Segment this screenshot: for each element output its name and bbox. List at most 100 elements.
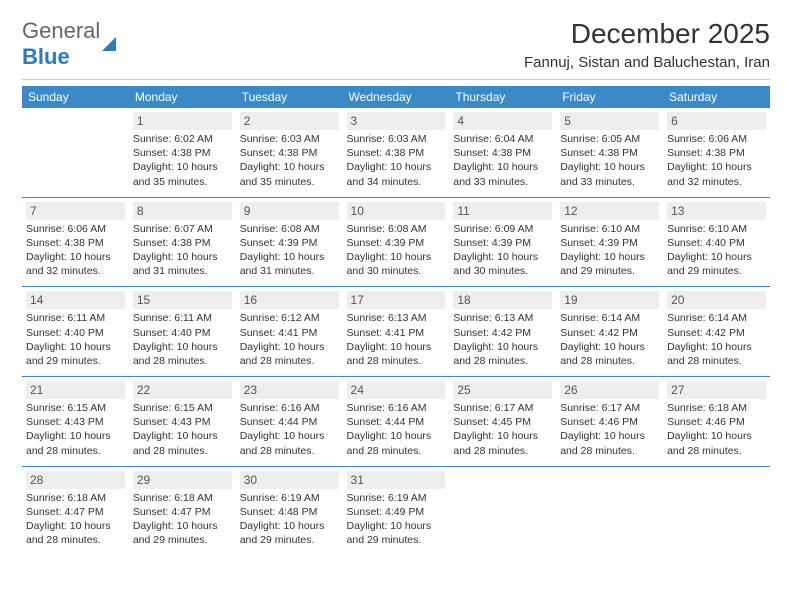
calendar-row: 28 Sunrise: 6:18 AMSunset: 4:47 PMDayligh…	[22, 466, 770, 555]
day-info: Sunrise: 6:11 AMSunset: 4:40 PMDaylight:…	[26, 311, 125, 368]
calendar-cell: 19Sunrise: 6:14 AMSunset: 4:42 PMDayligh…	[556, 287, 663, 377]
calendar-cell: 2 Sunrise: 6:03 AMSunset: 4:38 PMDaylight…	[236, 108, 343, 197]
calendar-table: SundayMondayTuesdayWednesdayThursdayFrid…	[22, 86, 770, 555]
logo-text-general: General	[22, 18, 100, 43]
day-number: 11	[453, 202, 552, 220]
logo: General Blue	[22, 18, 116, 70]
day-number: 29	[133, 471, 232, 489]
day-info: Sunrise: 6:19 AMSunset: 4:49 PMDaylight:…	[347, 491, 446, 548]
day-number: 14	[26, 291, 125, 309]
day-info: Sunrise: 6:04 AMSunset: 4:38 PMDaylight:…	[453, 132, 552, 189]
calendar-cell: 24 Sunrise: 6:16 AMSunset: 4:44 PMDayligh…	[343, 377, 450, 467]
calendar-cell: 3Sunrise: 6:03 AMSunset: 4:38 PMDaylight…	[343, 108, 450, 197]
header-divider	[22, 79, 770, 80]
day-number: 31	[347, 471, 446, 489]
day-info: Sunrise: 6:08 AMSunset: 4:39 PMDaylight:…	[240, 222, 339, 279]
day-info: Sunrise: 6:05 AMSunset: 4:38 PMDaylight:…	[560, 132, 659, 189]
day-info: Sunrise: 6:07 AMSunset: 4:38 PMDaylight:…	[133, 222, 232, 279]
day-number: 7	[26, 202, 125, 220]
calendar-cell: 30 Sunrise: 6:19 AMSunset: 4:48 PMDayligh…	[236, 466, 343, 555]
calendar-cell: 10Sunrise: 6:08 AMSunset: 4:39 PMDayligh…	[343, 197, 450, 287]
weekday-header: Friday	[556, 86, 663, 108]
day-info: Sunrise: 6:06 AMSunset: 4:38 PMDaylight:…	[667, 132, 766, 189]
calendar-cell: 26Sunrise: 6:17 AMSunset: 4:46 PMDayligh…	[556, 377, 663, 467]
calendar-cell: .	[663, 466, 770, 555]
day-info: Sunrise: 6:16 AMSunset: 4:44 PMDaylight:…	[347, 401, 446, 458]
day-number: 2	[240, 112, 339, 130]
day-info: Sunrise: 6:18 AMSunset: 4:47 PMDaylight:…	[133, 491, 232, 548]
calendar-cell: 28Sunrise: 6:18 AMSunset: 4:47 PMDayligh…	[22, 466, 129, 555]
day-info: Sunrise: 6:06 AMSunset: 4:38 PMDaylight:…	[26, 222, 125, 279]
calendar-cell: .	[449, 466, 556, 555]
day-number: 23	[240, 381, 339, 399]
day-number: 17	[347, 291, 446, 309]
day-info: Sunrise: 6:10 AMSunset: 4:40 PMDaylight:…	[667, 222, 766, 279]
calendar-cell: 22Sunrise: 6:15 AMSunset: 4:43 PMDayligh…	[129, 377, 236, 467]
page-header: General Blue December 2025 Fannuj, Sista…	[22, 18, 770, 71]
calendar-cell: 7 Sunrise: 6:06 AMSunset: 4:38 PMDaylight…	[22, 197, 129, 287]
calendar-cell: .	[22, 108, 129, 197]
day-number: 6	[667, 112, 766, 130]
calendar-cell: 13Sunrise: 6:10 AMSunset: 4:40 PMDayligh…	[663, 197, 770, 287]
calendar-row: 7 Sunrise: 6:06 AMSunset: 4:38 PMDaylight…	[22, 197, 770, 287]
day-number: 21	[26, 381, 125, 399]
calendar-cell: 5 Sunrise: 6:05 AMSunset: 4:38 PMDaylight…	[556, 108, 663, 197]
day-info: Sunrise: 6:18 AMSunset: 4:46 PMDaylight:…	[667, 401, 766, 458]
day-info: Sunrise: 6:17 AMSunset: 4:45 PMDaylight:…	[453, 401, 552, 458]
day-info: Sunrise: 6:13 AMSunset: 4:42 PMDaylight:…	[453, 311, 552, 368]
day-info: Sunrise: 6:08 AMSunset: 4:39 PMDaylight:…	[347, 222, 446, 279]
logo-text-blue: Blue	[22, 44, 70, 69]
day-number: 1	[133, 112, 232, 130]
day-info: Sunrise: 6:14 AMSunset: 4:42 PMDaylight:…	[667, 311, 766, 368]
calendar-cell: 29 Sunrise: 6:18 AMSunset: 4:47 PMDayligh…	[129, 466, 236, 555]
day-info: Sunrise: 6:11 AMSunset: 4:40 PMDaylight:…	[133, 311, 232, 368]
calendar-cell: 15 Sunrise: 6:11 AMSunset: 4:40 PMDayligh…	[129, 287, 236, 377]
day-number: 5	[560, 112, 659, 130]
calendar-cell: .	[556, 466, 663, 555]
calendar-cell: 20 Sunrise: 6:14 AMSunset: 4:42 PMDayligh…	[663, 287, 770, 377]
day-info: Sunrise: 6:15 AMSunset: 4:43 PMDaylight:…	[133, 401, 232, 458]
location-text: Fannuj, Sistan and Baluchestan, Iran	[524, 54, 770, 71]
calendar-cell: 4 Sunrise: 6:04 AMSunset: 4:38 PMDaylight…	[449, 108, 556, 197]
weekday-header: Wednesday	[343, 86, 450, 108]
calendar-cell: 9Sunrise: 6:08 AMSunset: 4:39 PMDaylight…	[236, 197, 343, 287]
day-number: 19	[560, 291, 659, 309]
day-info: Sunrise: 6:10 AMSunset: 4:39 PMDaylight:…	[560, 222, 659, 279]
calendar-row: 21 Sunrise: 6:15 AMSunset: 4:43 PMDayligh…	[22, 377, 770, 467]
day-number: 12	[560, 202, 659, 220]
calendar-cell: 23 Sunrise: 6:16 AMSunset: 4:44 PMDayligh…	[236, 377, 343, 467]
weekday-header: Tuesday	[236, 86, 343, 108]
day-info: Sunrise: 6:17 AMSunset: 4:46 PMDaylight:…	[560, 401, 659, 458]
day-number: 30	[240, 471, 339, 489]
calendar-cell: 25Sunrise: 6:17 AMSunset: 4:45 PMDayligh…	[449, 377, 556, 467]
calendar-cell: 31 Sunrise: 6:19 AMSunset: 4:49 PMDayligh…	[343, 466, 450, 555]
calendar-body: .1Sunrise: 6:02 AMSunset: 4:38 PMDayligh…	[22, 108, 770, 555]
calendar-cell: 16Sunrise: 6:12 AMSunset: 4:41 PMDayligh…	[236, 287, 343, 377]
calendar-cell: 17Sunrise: 6:13 AMSunset: 4:41 PMDayligh…	[343, 287, 450, 377]
day-info: Sunrise: 6:19 AMSunset: 4:48 PMDaylight:…	[240, 491, 339, 548]
weekday-header: Monday	[129, 86, 236, 108]
calendar-row: .1Sunrise: 6:02 AMSunset: 4:38 PMDayligh…	[22, 108, 770, 197]
day-number: 24	[347, 381, 446, 399]
calendar-cell: 14 Sunrise: 6:11 AMSunset: 4:40 PMDayligh…	[22, 287, 129, 377]
day-info: Sunrise: 6:16 AMSunset: 4:44 PMDaylight:…	[240, 401, 339, 458]
logo-triangle-icon	[102, 12, 116, 51]
calendar-cell: 11 Sunrise: 6:09 AMSunset: 4:39 PMDayligh…	[449, 197, 556, 287]
day-info: Sunrise: 6:03 AMSunset: 4:38 PMDaylight:…	[347, 132, 446, 189]
weekday-header: Thursday	[449, 86, 556, 108]
day-number: 27	[667, 381, 766, 399]
calendar-cell: 21 Sunrise: 6:15 AMSunset: 4:43 PMDayligh…	[22, 377, 129, 467]
title-block: December 2025 Fannuj, Sistan and Baluche…	[524, 18, 770, 71]
day-number: 4	[453, 112, 552, 130]
day-number: 15	[133, 291, 232, 309]
day-number: 28	[26, 471, 125, 489]
calendar-cell: 27 Sunrise: 6:18 AMSunset: 4:46 PMDayligh…	[663, 377, 770, 467]
day-info: Sunrise: 6:15 AMSunset: 4:43 PMDaylight:…	[26, 401, 125, 458]
weekday-header: Saturday	[663, 86, 770, 108]
calendar-cell: 12 Sunrise: 6:10 AMSunset: 4:39 PMDayligh…	[556, 197, 663, 287]
calendar-cell: 18Sunrise: 6:13 AMSunset: 4:42 PMDayligh…	[449, 287, 556, 377]
day-info: Sunrise: 6:09 AMSunset: 4:39 PMDaylight:…	[453, 222, 552, 279]
day-info: Sunrise: 6:12 AMSunset: 4:41 PMDaylight:…	[240, 311, 339, 368]
day-info: Sunrise: 6:03 AMSunset: 4:38 PMDaylight:…	[240, 132, 339, 189]
day-number: 20	[667, 291, 766, 309]
